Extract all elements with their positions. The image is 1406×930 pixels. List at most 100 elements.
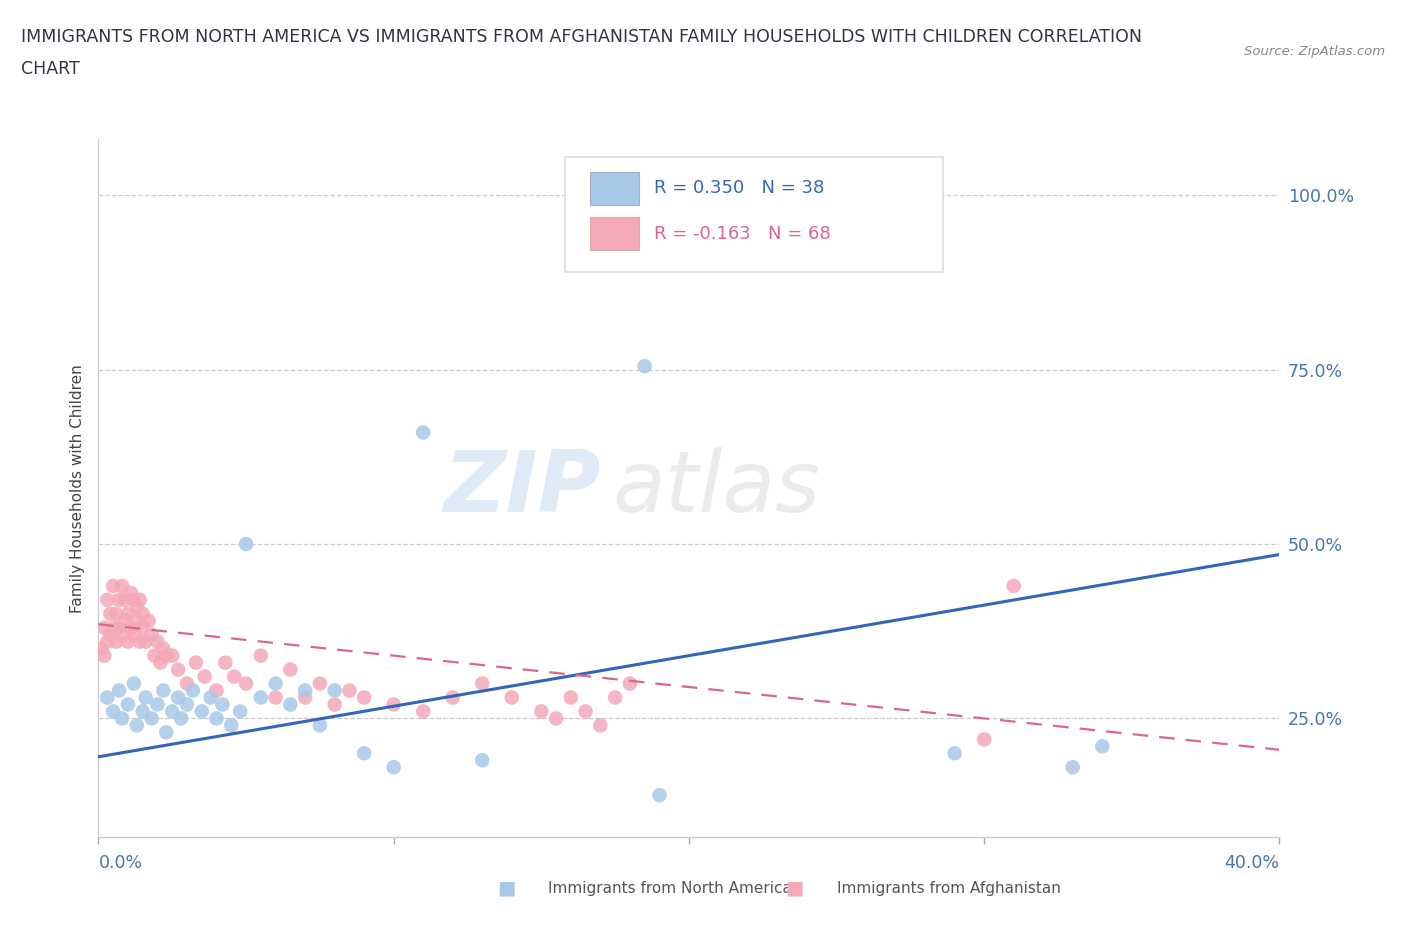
Point — [205, 711, 228, 725]
Point — [589, 718, 612, 733]
Point — [382, 698, 405, 712]
Text: Source: ZipAtlas.com: Source: ZipAtlas.com — [1244, 45, 1385, 58]
Point — [184, 656, 207, 671]
Point — [132, 606, 155, 621]
Point — [943, 746, 966, 761]
Point — [294, 683, 316, 698]
Point — [441, 690, 464, 705]
Point — [141, 628, 163, 643]
Text: ■: ■ — [785, 879, 804, 897]
Point — [339, 683, 360, 698]
Point — [125, 614, 148, 629]
Text: atlas: atlas — [612, 446, 820, 530]
Point — [1062, 760, 1084, 775]
Point — [96, 634, 118, 649]
Point — [309, 676, 332, 691]
Point — [108, 592, 131, 607]
Point — [122, 592, 145, 607]
Point — [117, 698, 139, 712]
Point — [93, 648, 115, 663]
Point — [98, 628, 121, 643]
Point — [155, 725, 177, 740]
Point — [264, 690, 287, 705]
Point — [138, 614, 160, 629]
Point — [194, 670, 217, 684]
Point — [120, 586, 142, 601]
Point — [264, 676, 287, 691]
Text: Immigrants from North America: Immigrants from North America — [548, 881, 792, 896]
Point — [530, 704, 553, 719]
Point — [146, 698, 169, 712]
Point — [278, 662, 302, 677]
Point — [122, 628, 145, 643]
Point — [235, 537, 257, 551]
Point — [235, 676, 257, 691]
Point — [114, 592, 136, 607]
Point — [146, 634, 169, 649]
Point — [149, 656, 172, 671]
Point — [191, 704, 214, 719]
Point — [471, 676, 494, 691]
Point — [155, 648, 177, 663]
Point — [167, 690, 190, 705]
Point — [132, 704, 155, 719]
Point — [125, 718, 148, 733]
Point — [323, 683, 346, 698]
Point — [250, 690, 273, 705]
Text: 40.0%: 40.0% — [1225, 855, 1279, 872]
Point — [278, 698, 302, 712]
Point — [93, 620, 115, 635]
Point — [152, 683, 174, 698]
Text: R = -0.163   N = 68: R = -0.163 N = 68 — [654, 225, 831, 243]
Point — [105, 606, 128, 621]
Point — [211, 698, 233, 712]
Point — [152, 642, 174, 657]
Point — [205, 683, 228, 698]
Point — [108, 620, 131, 635]
Point — [162, 704, 183, 719]
Point — [501, 690, 523, 705]
Point — [412, 704, 434, 719]
Text: 0.0%: 0.0% — [98, 855, 142, 872]
Point — [294, 690, 316, 705]
FancyBboxPatch shape — [565, 157, 943, 272]
Point — [648, 788, 671, 803]
Text: ZIP: ZIP — [443, 446, 600, 530]
Point — [125, 600, 148, 615]
Point — [181, 683, 204, 698]
Point — [353, 746, 375, 761]
Point — [103, 620, 125, 635]
Point — [309, 718, 332, 733]
Point — [323, 698, 346, 712]
Y-axis label: Family Households with Children: Family Households with Children — [69, 364, 84, 613]
Point — [120, 620, 142, 635]
Point — [546, 711, 568, 725]
Point — [176, 698, 198, 712]
Point — [167, 662, 190, 677]
Point — [128, 634, 150, 649]
Text: CHART: CHART — [21, 60, 80, 78]
FancyBboxPatch shape — [589, 217, 640, 250]
Point — [143, 648, 166, 663]
Point — [250, 648, 273, 663]
Point — [96, 592, 118, 607]
Point — [884, 188, 907, 203]
Point — [353, 690, 375, 705]
Text: R = 0.350   N = 38: R = 0.350 N = 38 — [654, 179, 824, 197]
FancyBboxPatch shape — [589, 172, 640, 206]
Point — [105, 634, 128, 649]
Point — [128, 592, 150, 607]
Point — [111, 711, 134, 725]
Point — [135, 634, 157, 649]
Point — [103, 704, 125, 719]
Point — [114, 614, 136, 629]
Point — [1091, 738, 1114, 753]
Point — [90, 642, 112, 657]
Point — [471, 753, 494, 768]
Point — [103, 578, 125, 593]
Point — [117, 634, 139, 649]
Point — [619, 676, 641, 691]
Point — [605, 690, 627, 705]
Point — [214, 656, 236, 671]
Point — [1002, 578, 1025, 593]
